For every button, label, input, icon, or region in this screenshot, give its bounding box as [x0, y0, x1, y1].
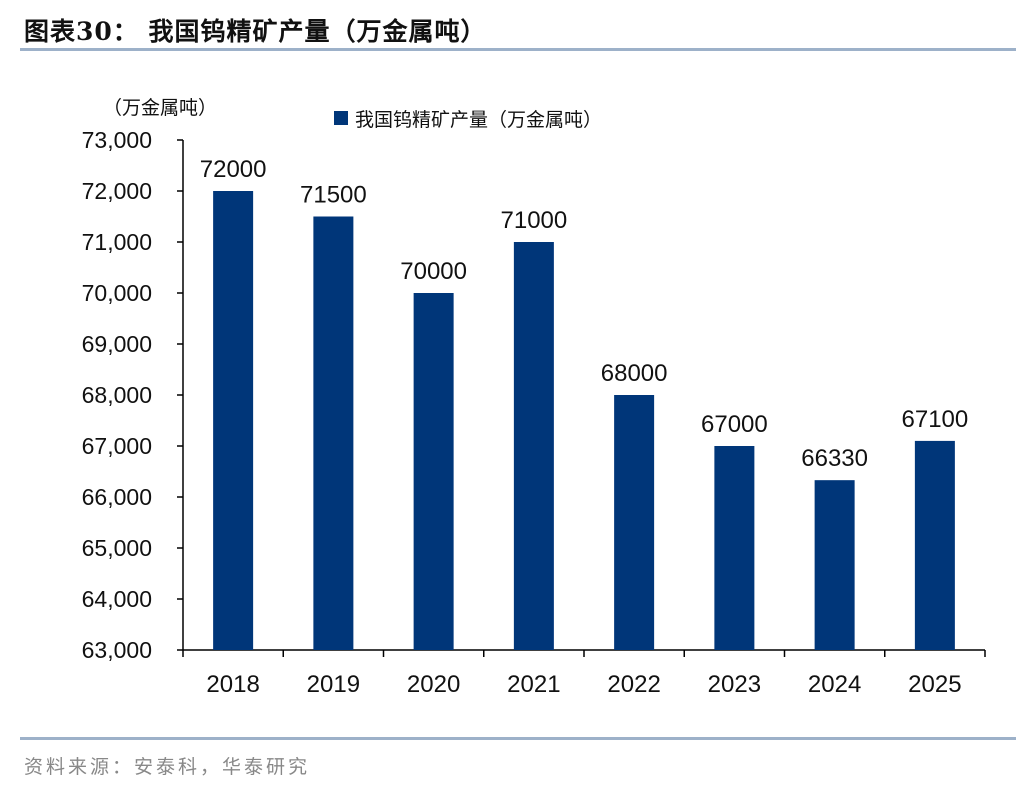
source-note: 资料来源：安泰科，华泰研究 — [24, 756, 311, 778]
title-divider — [20, 48, 1016, 51]
y-tick-label: 66,000 — [82, 484, 152, 510]
x-tick-label-2023: 2023 — [708, 671, 761, 698]
footer-divider — [20, 737, 1016, 740]
legend-label: 我国钨精矿产量（万金属吨） — [355, 109, 602, 131]
y-tick-label: 65,000 — [82, 535, 152, 561]
y-axis-label: （万金属吨） — [103, 97, 217, 119]
data-label-2021: 71000 — [501, 207, 568, 234]
x-tick-label-2019: 2019 — [307, 671, 360, 698]
y-tick-label: 63,000 — [82, 637, 152, 663]
y-tick-label: 70,000 — [82, 280, 152, 306]
x-tick-label-2022: 2022 — [607, 671, 660, 698]
figure-title: 图表30： 我国钨精矿产量（万金属吨） — [24, 17, 487, 46]
data-label-2023: 67000 — [701, 411, 768, 438]
legend-swatch — [334, 111, 348, 125]
x-tick-label-2021: 2021 — [507, 671, 560, 698]
bar-2025 — [914, 440, 955, 650]
bar-2022 — [614, 395, 655, 650]
y-tick-label: 64,000 — [82, 586, 152, 612]
data-label-2025: 67100 — [902, 406, 969, 433]
bar-2019 — [313, 216, 354, 650]
y-tick-label: 67,000 — [82, 433, 152, 459]
data-label-2022: 68000 — [601, 360, 668, 387]
data-label-2020: 70000 — [400, 258, 467, 285]
x-tick-label-2025: 2025 — [908, 671, 961, 698]
data-label-2018: 72000 — [200, 156, 267, 183]
bar-2018 — [213, 191, 254, 650]
y-tick-label: 71,000 — [82, 229, 152, 255]
x-tick-label-2024: 2024 — [808, 671, 861, 698]
data-label-2024: 66330 — [801, 445, 868, 472]
y-tick-label: 73,000 — [82, 127, 152, 153]
bar-2020 — [413, 293, 454, 650]
bar-2024 — [814, 480, 855, 650]
bar-2023 — [714, 446, 755, 650]
x-tick-label-2018: 2018 — [206, 671, 259, 698]
bar-2021 — [513, 242, 554, 650]
y-tick-label: 68,000 — [82, 382, 152, 408]
y-tick-label: 69,000 — [82, 331, 152, 357]
data-label-2019: 71500 — [300, 182, 367, 209]
x-tick-label-2020: 2020 — [407, 671, 460, 698]
y-tick-label: 72,000 — [82, 178, 152, 204]
